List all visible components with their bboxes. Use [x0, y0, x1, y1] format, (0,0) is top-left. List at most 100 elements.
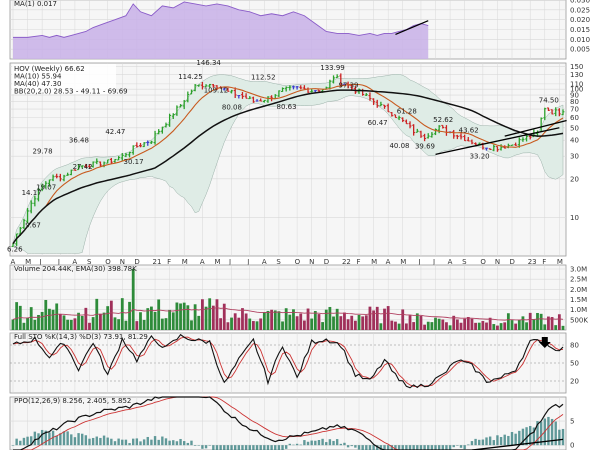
- volume-bar-122: [455, 319, 459, 330]
- price-bar-60: [230, 89, 234, 94]
- volume-bar-20: [84, 307, 88, 330]
- price-bar-99: [372, 98, 376, 106]
- price-bar-66: [251, 96, 255, 103]
- price-bar-78: [295, 86, 299, 90]
- volume-bar-25: [102, 312, 106, 330]
- price-bar-45: [175, 105, 179, 116]
- volume-bar-69: [262, 312, 266, 330]
- volume-bar-136: [506, 313, 510, 330]
- sto-k-line: [12, 333, 564, 389]
- ppo-hist-bar-8: [40, 429, 44, 446]
- volume-bar-43: [168, 309, 172, 330]
- price-bar-40: [157, 129, 161, 135]
- volume-bar-38: [150, 306, 153, 330]
- price-annotation-11: 109.12: [204, 86, 229, 94]
- volume-bar-52: [201, 299, 204, 330]
- volume-bar-17: [73, 318, 77, 330]
- volume-bar-132: [492, 324, 496, 330]
- volume-bar-35: [139, 312, 142, 330]
- price-bar-76: [288, 85, 292, 91]
- ppo-hist-bar-107: [401, 445, 404, 450]
- ppo-tick-1: 0: [570, 442, 574, 450]
- x-label-28: A: [448, 258, 453, 266]
- ppo-hist-bar-65: [248, 445, 251, 450]
- volume-bar-150: [557, 314, 561, 330]
- price-bar-15: [66, 172, 70, 176]
- volume-bar-10: [48, 308, 51, 330]
- price-bar-70: [266, 96, 270, 103]
- x-label-22: F: [357, 258, 361, 266]
- volume-bar-101: [379, 323, 383, 330]
- price-bar-77: [291, 85, 295, 90]
- x-label-7: N: [120, 258, 125, 266]
- volume-bar-70: [266, 310, 270, 330]
- ppo-hist-bar-83: [314, 440, 317, 446]
- price-bar-114: [426, 133, 430, 139]
- price-annotation-7: 42.47: [105, 128, 125, 136]
- price-bar-24: [98, 161, 102, 167]
- ppo-hist-bar-58: [223, 445, 226, 450]
- ppo-hist-bar-19: [81, 433, 84, 446]
- volume-bar-7: [37, 314, 40, 330]
- ppo-hist-bar-132: [492, 440, 495, 446]
- price-bar-98: [368, 92, 372, 101]
- price-annotation-15: 133.99: [320, 64, 345, 72]
- volume-bar-31: [124, 320, 128, 330]
- ppo-hist-bar-62: [237, 445, 241, 450]
- price-bar-6: [33, 195, 37, 207]
- volume-bar-34: [135, 321, 139, 330]
- volume-bar-50: [193, 304, 197, 330]
- volume-bar-87: [328, 306, 332, 330]
- volume-bar-145: [539, 313, 543, 330]
- volume-bar-36: [142, 319, 146, 330]
- volume-bar-118: [441, 319, 445, 330]
- x-label-19: N: [309, 258, 314, 266]
- ppo-hist-bar-102: [383, 445, 386, 450]
- sto-d-line: [12, 336, 564, 388]
- ppo-hist-bar-84: [317, 439, 321, 446]
- price-bar-127: [474, 142, 478, 145]
- ppo-hist-bar-131: [488, 436, 492, 446]
- price-bar-14: [62, 174, 66, 182]
- price-annotation-2: 14.17: [22, 189, 42, 197]
- ppo-hist-bar-5: [30, 436, 33, 446]
- x-label-25: M: [400, 258, 406, 266]
- ppo-hist-bar-117: [437, 445, 441, 450]
- volume-tick-3: 1.5M: [570, 296, 587, 304]
- price-bar-63: [240, 91, 244, 99]
- ppo-hist-bar-50: [193, 445, 197, 446]
- sto-down-arrow: [538, 337, 551, 348]
- price-bar-9: [44, 181, 48, 189]
- price-bar-83: [313, 90, 317, 93]
- price-bar-110: [412, 124, 416, 136]
- x-label-10: F: [167, 258, 171, 266]
- ppo-hist-bar-122: [456, 445, 459, 446]
- price-bar-29: [117, 156, 121, 161]
- volume-bar-115: [430, 322, 434, 330]
- ppo-hist-bar-59: [226, 445, 230, 450]
- ppo-hist-bar-20: [84, 435, 88, 446]
- volume-bar-56: [215, 299, 219, 330]
- x-label-8: D: [134, 258, 139, 266]
- volume-bar-3: [22, 322, 26, 330]
- price-bar-31: [124, 152, 128, 158]
- volume-bar-16: [69, 319, 73, 330]
- ppo-hist-bar-0: [11, 445, 15, 446]
- price-bar-50: [193, 84, 197, 92]
- x-label-32: D: [510, 258, 515, 266]
- price-bar-130: [485, 147, 489, 151]
- price-bar-126: [470, 139, 474, 145]
- price-bar-53: [204, 84, 208, 88]
- price-bar-140: [521, 137, 525, 142]
- price-annotation-18: 40.08: [389, 142, 409, 150]
- price-bar-51: [197, 84, 201, 87]
- volume-bar-142: [528, 312, 532, 330]
- price-bar-64: [244, 93, 248, 99]
- volume-bar-61: [233, 313, 237, 330]
- volume-bar-133: [496, 325, 499, 330]
- volume-bar-86: [324, 309, 328, 330]
- price-bar-18: [77, 164, 81, 171]
- volume-bar-47: [182, 302, 186, 330]
- sto-legend: Full STO %K(14,3) %D(3) 73.91, 81.29: [14, 333, 148, 341]
- price-bar-41: [160, 126, 164, 134]
